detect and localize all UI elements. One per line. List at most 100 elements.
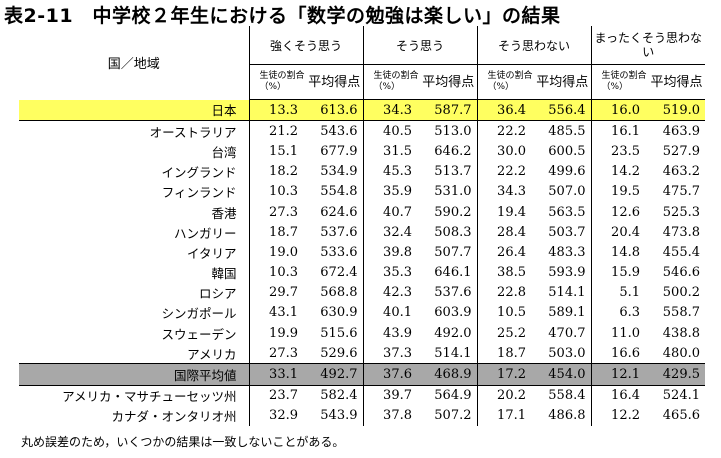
score-cell: 533.6 [320, 244, 358, 260]
pct-cell: 34.3 [362, 99, 420, 122]
pct-cell: 22.2 [476, 161, 534, 182]
table-row: オーストラリア 21.2 543.6 40.5 513.0 22.2 485.5 16.1 46… [19, 120, 705, 142]
group-header-strongly-disagree: まったくそう思わない [590, 26, 705, 65]
score-cell: 463.9 [662, 123, 700, 139]
pct-cell: 23.7 [248, 385, 306, 406]
country-name: イングランド [19, 161, 250, 182]
score-cell: 507.2 [434, 408, 472, 424]
pct-cell: 21.2 [248, 120, 306, 142]
score-cell: 465.6 [662, 408, 700, 424]
score-cell: 473.8 [662, 224, 700, 240]
pct-cell: 32.9 [248, 405, 306, 426]
pct-cell: 20.4 [590, 222, 648, 243]
pct-cell: 12.6 [590, 201, 648, 223]
pct-cell: 36.4 [476, 99, 534, 122]
score-header: 平均得点 [420, 64, 477, 100]
pct-cell: 23.5 [590, 141, 648, 162]
score-cell: 568.8 [320, 285, 358, 301]
table-row: 日本 13.3 613.6 34.3 587.7 36.4 556.4 16.0 519.0 [19, 99, 705, 122]
score-cell: 630.9 [320, 305, 358, 321]
pct-cell: 43.1 [248, 302, 306, 324]
score-cell: 513.0 [434, 123, 472, 139]
table-row: ロシア 29.7 568.8 42.3 537.6 22.8 514.1 5.1 500.2 [19, 282, 705, 303]
pct-cell: 19.5 [590, 181, 648, 202]
score-cell: 587.7 [420, 99, 477, 122]
score-cell: 554.8 [320, 184, 358, 200]
pct-cell: 34.3 [476, 181, 534, 202]
score-cell: 463.2 [662, 164, 700, 180]
score-cell: 624.6 [320, 204, 358, 220]
group-header-disagree: そう思わない [476, 26, 591, 65]
pct-cell: 29.7 [248, 282, 306, 303]
score-cell: 558.4 [548, 388, 586, 404]
score-cell: 563.5 [548, 204, 586, 220]
pct-cell: 40.1 [362, 302, 420, 324]
score-cell: 556.4 [534, 99, 591, 122]
country-column-header: 国／地域 [19, 26, 250, 100]
pct-cell: 28.4 [476, 222, 534, 243]
score-cell: 582.4 [320, 388, 358, 404]
score-cell: 525.3 [662, 204, 700, 220]
country-name: ハンガリー [19, 222, 250, 243]
score-cell: 537.6 [320, 224, 358, 240]
pct-cell: 16.0 [590, 99, 648, 122]
pct-cell: 45.3 [362, 161, 420, 182]
pct-cell: 16.6 [590, 343, 648, 364]
pct-cell: 17.2 [476, 363, 534, 386]
score-cell: 672.4 [320, 265, 358, 281]
score-cell: 508.3 [434, 224, 472, 240]
score-cell: 646.1 [434, 265, 472, 281]
pct-cell: 25.2 [476, 323, 534, 344]
pct-cell: 31.5 [362, 141, 420, 162]
score-header: 平均得点 [534, 64, 591, 100]
pct-cell: 30.0 [476, 141, 534, 162]
table-row: アメリカ 27.3 529.6 37.3 514.1 18.7 503.0 16.6 480.0 [19, 343, 705, 364]
country-name: カナダ・オンタリオ州 [19, 405, 250, 426]
pct-cell: 19.0 [248, 242, 306, 263]
score-cell: 589.1 [548, 305, 586, 321]
score-cell: 468.9 [420, 363, 477, 386]
score-cell: 543.6 [320, 123, 358, 139]
pct-cell: 15.9 [590, 262, 648, 283]
table-row: スウェーデン 19.9 515.6 43.9 492.0 25.2 470.7 11.0 438… [19, 323, 705, 344]
table-row: 台湾 15.1 677.9 31.5 646.2 30.0 600.5 23.5 527.9 [19, 141, 705, 162]
score-cell: 543.9 [320, 408, 358, 424]
pct-cell: 39.8 [362, 242, 420, 263]
score-cell: 485.5 [548, 123, 586, 139]
score-cell: 534.9 [320, 164, 358, 180]
pct-cell: 20.2 [476, 385, 534, 406]
country-name: フィンランド [19, 181, 250, 202]
pct-header: 生徒の割合（%） [362, 64, 420, 100]
country-name: 台湾 [19, 141, 250, 162]
pct-cell: 10.3 [248, 181, 306, 202]
pct-cell: 39.7 [362, 385, 420, 406]
pct-cell: 15.1 [248, 141, 306, 162]
score-cell: 513.7 [434, 164, 472, 180]
pct-cell: 11.0 [590, 323, 648, 344]
score-cell: 613.6 [306, 99, 363, 122]
score-cell: 531.0 [434, 184, 472, 200]
score-cell: 429.5 [648, 363, 705, 386]
country-name: 国際平均値 [19, 363, 250, 386]
pct-cell: 13.3 [248, 99, 306, 122]
pct-cell: 19.4 [476, 201, 534, 223]
pct-cell: 6.3 [590, 302, 648, 324]
score-cell: 492.7 [306, 363, 363, 386]
score-cell: 503.0 [548, 345, 586, 361]
country-name: 韓国 [19, 262, 250, 283]
table-row: 香港 27.3 624.6 40.7 590.2 19.4 563.5 12.6 525.3 [19, 201, 705, 223]
score-cell: 529.6 [320, 345, 358, 361]
score-cell: 455.4 [662, 244, 700, 260]
pct-cell: 18.2 [248, 161, 306, 182]
country-name: ロシア [19, 282, 250, 303]
score-cell: 507.7 [434, 244, 472, 260]
score-cell: 475.7 [662, 184, 700, 200]
group-header-strongly-agree: 強くそう思う [248, 26, 363, 65]
pct-cell: 19.9 [248, 323, 306, 344]
table-row: 韓国 10.3 672.4 35.3 646.1 38.5 593.9 15.9 546.6 [19, 262, 705, 283]
pct-cell: 12.1 [590, 363, 648, 386]
pct-header: 生徒の割合（%） [476, 64, 534, 100]
pct-cell: 12.2 [590, 405, 648, 426]
pct-cell: 10.3 [248, 262, 306, 283]
score-cell: 603.9 [434, 305, 472, 321]
